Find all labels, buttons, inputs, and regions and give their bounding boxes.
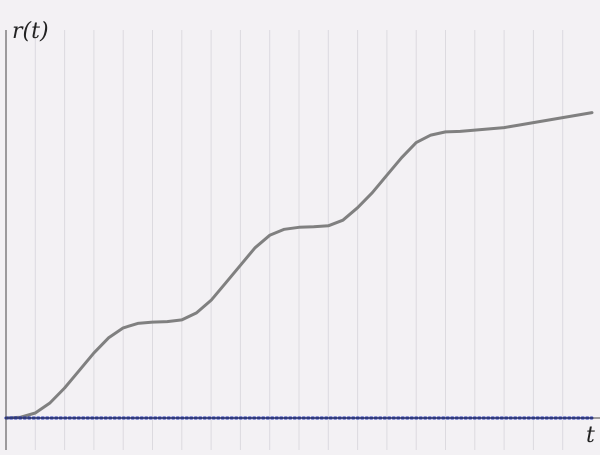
x-axis-label: t (586, 423, 595, 448)
series-line-r (4, 111, 594, 420)
grid-lines (34, 30, 564, 450)
y-axis-label: r(t) (12, 19, 49, 44)
